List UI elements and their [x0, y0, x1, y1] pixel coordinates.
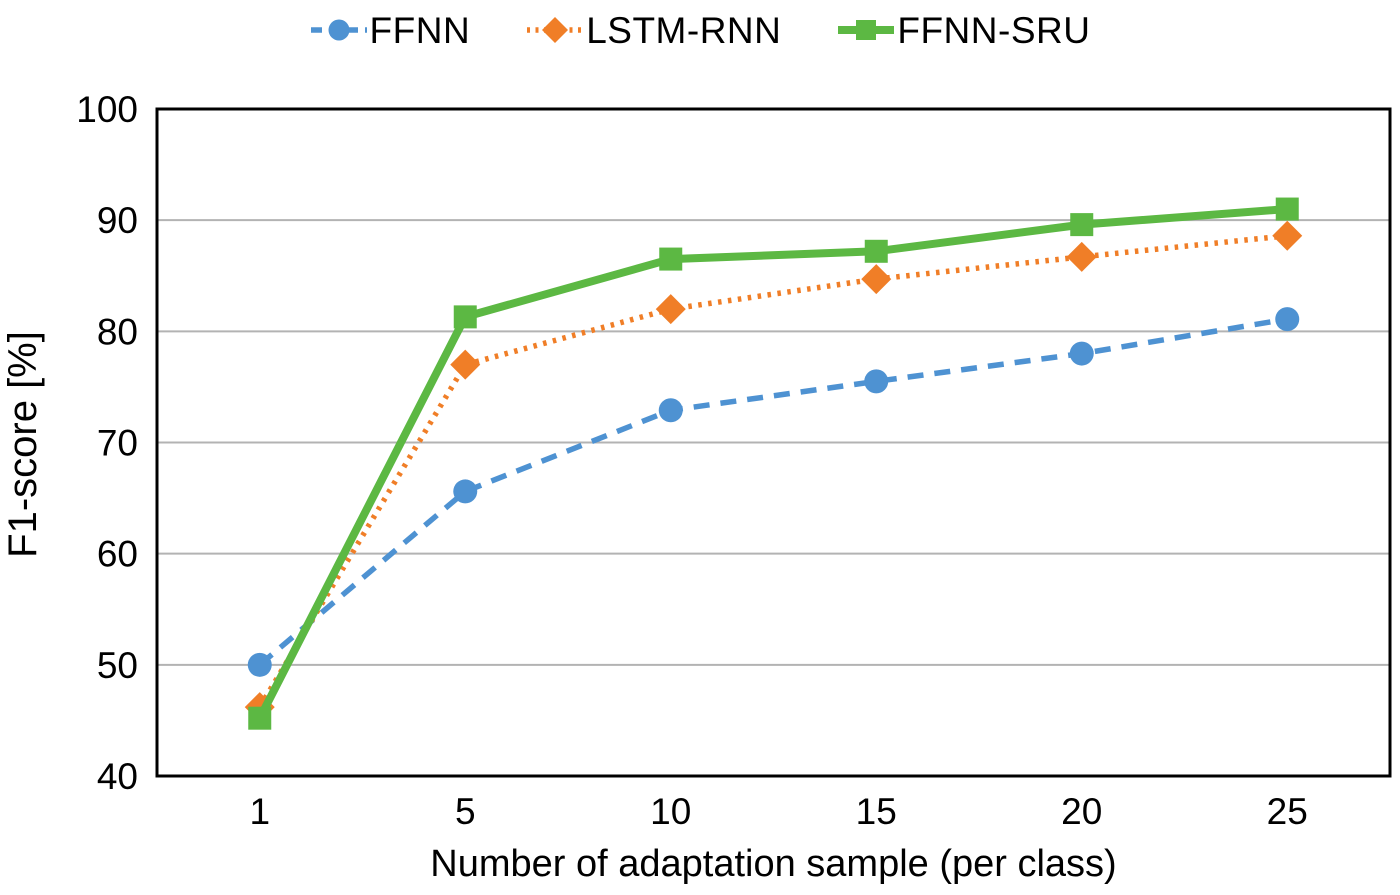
- legend-item-label: FFNN-SRU: [897, 9, 1091, 51]
- legend-marker-square-icon: [838, 20, 895, 40]
- legend-item-lstm-rnn: LSTM-RNN: [526, 12, 781, 49]
- diamond-marker-lstm-rnn-x20: [1066, 241, 1097, 272]
- x-tick-label: 15: [856, 791, 897, 832]
- y-tick-label: 70: [97, 423, 138, 464]
- series-line-ffnn-sru: [256, 205, 1288, 721]
- legend-marker-circle-icon: [310, 19, 367, 41]
- diamond-marker-legend-lstm-rnn: [542, 17, 569, 43]
- circle-marker-ffnn-x25: [1275, 307, 1300, 332]
- circle-marker-ffnn-x20: [1069, 341, 1094, 366]
- circle-marker-ffnn-x1: [247, 652, 272, 677]
- x-tick-label: 5: [455, 791, 476, 832]
- legend-item-label: FFNN: [369, 9, 471, 51]
- series-ffnn: [247, 307, 1300, 677]
- diamond-marker-lstm-rnn-x15: [861, 264, 892, 295]
- y-tick-label: 50: [97, 645, 138, 686]
- legend-item-ffnn-sru: FFNN-SRU: [837, 12, 1090, 49]
- legend-marker-diamond-icon: [527, 17, 584, 43]
- square-marker-ffnn-sru-x25: [1275, 197, 1299, 221]
- x-tick-label: 10: [650, 791, 691, 832]
- x-tick-label: 1: [249, 791, 270, 832]
- diamond-marker-lstm-rnn-x10: [655, 294, 686, 325]
- circle-marker-ffnn-x10: [658, 398, 683, 423]
- square-marker-ffnn-sru-x20: [1070, 213, 1094, 237]
- square-marker-legend-ffnn-sru: [856, 20, 877, 40]
- diamond-marker-lstm-rnn-x25: [1272, 220, 1303, 251]
- chart-legend: FFNN LSTM-RNN FFNN-SRU: [0, 2, 1400, 58]
- x-axis-title: Number of adaptation sample (per class): [430, 843, 1116, 885]
- square-marker-ffnn-sru-x1: [248, 706, 272, 730]
- diamond-marker-lstm-rnn-x5: [450, 349, 481, 380]
- x-tick-label: 25: [1267, 791, 1308, 832]
- legend-item-label: LSTM-RNN: [586, 9, 782, 51]
- square-marker-ffnn-sru-x15: [864, 239, 888, 263]
- series-lstm-rnn: [244, 220, 1303, 723]
- x-tick-label: 20: [1061, 791, 1102, 832]
- y-axis-title: F1-score [%]: [1, 331, 45, 558]
- legend-item-ffnn: FFNN: [310, 12, 471, 49]
- series-line-lstm-rnn: [257, 232, 1288, 709]
- circle-marker-ffnn-x5: [453, 479, 478, 504]
- y-tick-label: 40: [97, 756, 138, 797]
- circle-marker-legend-ffnn: [328, 19, 350, 41]
- square-marker-ffnn-sru-x5: [453, 305, 477, 329]
- series-ffnn-sru: [248, 197, 1299, 730]
- y-tick-label: 100: [76, 89, 138, 130]
- square-marker-ffnn-sru-x10: [659, 247, 683, 271]
- series-line-ffnn: [257, 316, 1288, 667]
- y-tick-label: 80: [97, 311, 138, 352]
- plot-border: [155, 107, 1392, 778]
- y-tick-label: 90: [97, 200, 138, 241]
- y-tick-label: 60: [97, 534, 138, 575]
- circle-marker-ffnn-x15: [864, 369, 889, 394]
